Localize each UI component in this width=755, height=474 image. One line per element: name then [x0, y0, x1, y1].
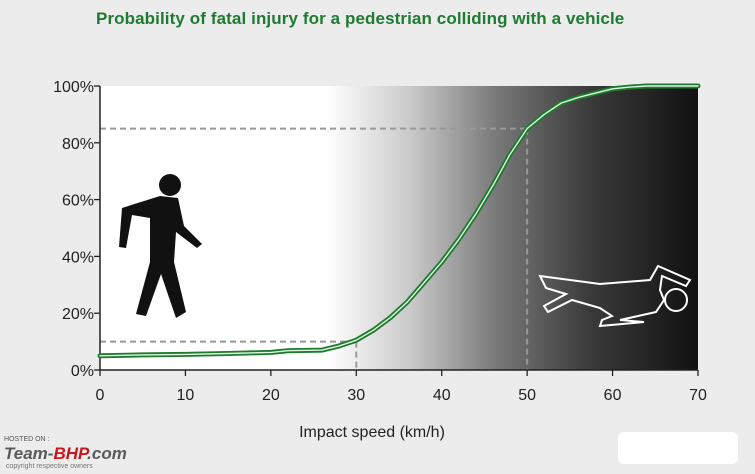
y-tick-label: 60%	[62, 193, 94, 210]
x-tick-label: 60	[604, 387, 622, 404]
x-tick-label: 30	[347, 387, 365, 404]
x-tick-label: 10	[177, 387, 195, 404]
walking-pedestrian-icon	[119, 174, 202, 318]
watermark-logo: Team-BHP.com	[4, 444, 127, 464]
x-tick-label: 20	[262, 387, 280, 404]
chart-title: Probability of fatal injury for a pedest…	[96, 9, 625, 28]
watermark-logo-bhp: BHP	[53, 444, 88, 463]
plot-background	[100, 86, 698, 370]
y-tick-label: 0%	[71, 363, 94, 380]
fallen-body-outline-icon	[538, 264, 692, 328]
tick-labels: 0 10 20 30 40 50 60 70 0% 20% 40% 60% 80% 100%	[53, 79, 707, 404]
x-tick-label: 50	[518, 387, 536, 404]
watermark-copyright: copyright respective owners	[6, 463, 93, 470]
watermark: HOSTED ON : Team-BHP.com copyright respe…	[4, 436, 194, 472]
watermark-logo-com: .com	[87, 444, 127, 463]
series-layer	[97, 83, 701, 359]
watermark-logo-team: Team-	[4, 444, 54, 463]
blank-patch	[618, 432, 738, 464]
y-tick-label: 100%	[53, 79, 94, 96]
x-tick-label: 0	[96, 387, 105, 404]
y-tick-label: 40%	[62, 249, 94, 266]
x-tick-label: 40	[433, 387, 451, 404]
watermark-hosted-on: HOSTED ON :	[4, 436, 50, 443]
axes	[99, 86, 698, 371]
y-tick-label: 20%	[62, 306, 94, 323]
reference-lines	[100, 127, 529, 370]
y-tick-label: 80%	[62, 136, 94, 153]
x-tick-label: 70	[689, 387, 707, 404]
series-line	[99, 85, 699, 357]
x-axis-label: Impact speed (km/h)	[299, 424, 445, 441]
